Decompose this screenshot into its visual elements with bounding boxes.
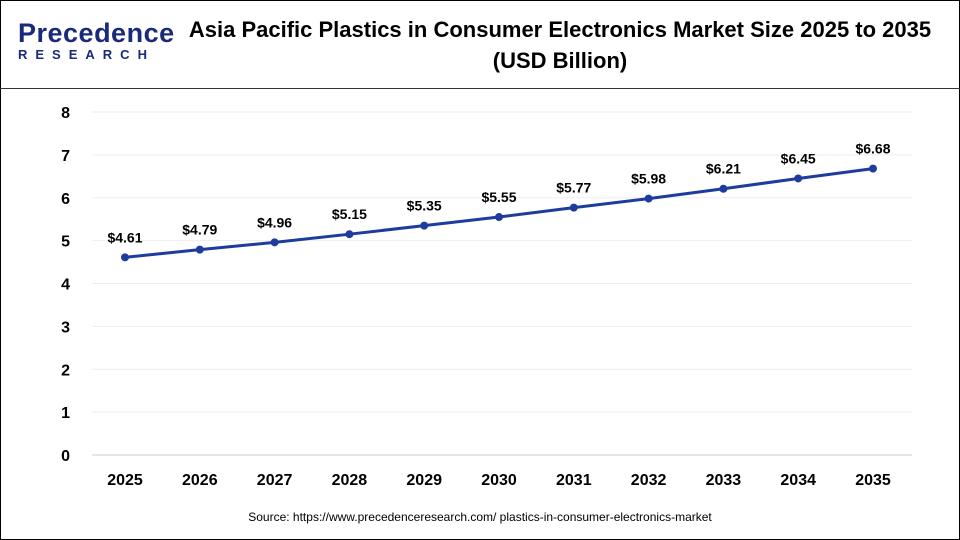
data-point [195, 245, 204, 254]
y-tick-label: 3 [61, 319, 70, 336]
data-label: $4.79 [182, 222, 217, 238]
x-tick-label: 2035 [855, 472, 891, 489]
y-tick-label: 1 [61, 405, 70, 422]
x-tick-label: 2034 [780, 472, 816, 489]
data-point [569, 203, 578, 212]
data-label: $5.98 [631, 171, 666, 187]
x-tick-label: 2026 [182, 472, 218, 489]
brand-logo: Precedence RESEARCH [18, 18, 175, 62]
data-label: $6.68 [855, 141, 890, 157]
y-tick-label: 6 [61, 191, 70, 208]
x-tick-label: 2032 [631, 472, 667, 489]
x-tick-label: 2030 [481, 472, 517, 489]
data-point [495, 213, 503, 222]
data-point [420, 221, 429, 230]
data-label: $5.55 [481, 189, 516, 205]
chart-title: Asia Pacific Plastics in Consumer Electr… [165, 14, 955, 76]
logo-line2: RESEARCH [18, 47, 155, 62]
series-line [124, 167, 874, 259]
data-point [719, 184, 728, 193]
x-tick-label: 2031 [556, 472, 592, 489]
logo-line1: Precedence [18, 18, 175, 48]
y-tick-label: 5 [61, 234, 70, 251]
data-label: $4.96 [257, 214, 292, 230]
data-point [270, 238, 279, 247]
x-tick-label: 2033 [706, 472, 742, 489]
data-label: $6.21 [706, 161, 741, 177]
x-tick-label: 2027 [257, 472, 293, 489]
y-tick-label: 0 [61, 448, 70, 465]
subtitle-text: (USD Billion) [492, 48, 628, 73]
source-note: Source: https://www.precedenceresearch.c… [248, 510, 712, 524]
data-label: $5.77 [556, 180, 591, 196]
x-tick-label: 2028 [332, 472, 368, 489]
data-point [869, 164, 877, 173]
x-tick-label: 2029 [406, 472, 442, 489]
data-point [794, 174, 803, 183]
x-tick-label: 2025 [107, 472, 143, 489]
data-label: $4.61 [107, 229, 142, 245]
header: Precedence RESEARCH Asia Pacific Plastic… [0, 0, 960, 89]
y-tick-label: 4 [61, 277, 70, 294]
data-point [121, 253, 129, 262]
data-point [345, 230, 354, 239]
y-tick-label: 8 [61, 105, 70, 122]
y-tick-label: 7 [61, 148, 70, 165]
data-point [644, 194, 653, 203]
title-text: Asia Pacific Plastics in Consumer Electr… [188, 17, 932, 42]
data-label: $5.35 [407, 198, 442, 214]
data-label: $5.15 [332, 206, 367, 222]
y-tick-label: 2 [61, 362, 70, 379]
data-label: $6.45 [781, 150, 816, 166]
